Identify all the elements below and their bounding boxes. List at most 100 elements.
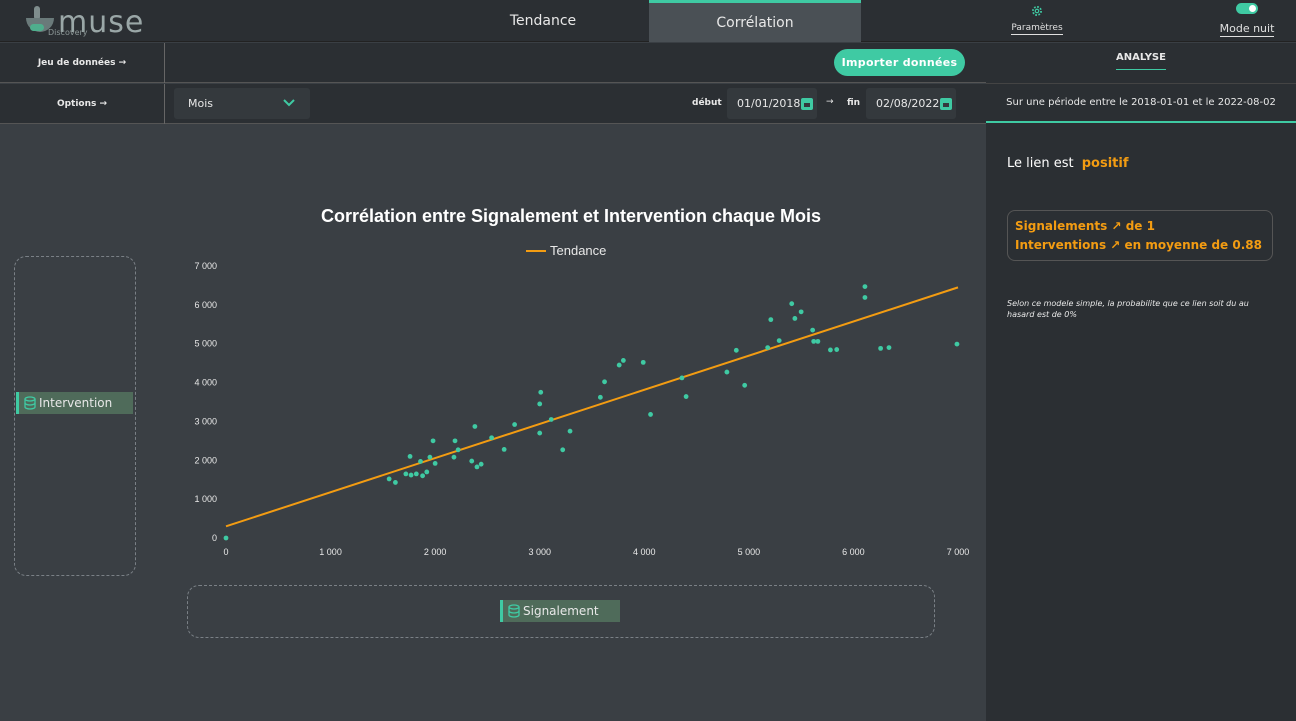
summary-line-interventions: Interventions ↗ en moyenne de 0.88	[1015, 238, 1262, 252]
y-axis-dropzone[interactable]	[14, 256, 136, 576]
data-point	[427, 454, 433, 460]
data-point	[810, 327, 816, 333]
data-points	[223, 284, 960, 541]
x-tick-label: 4 000	[633, 547, 656, 557]
data-point	[223, 535, 229, 541]
data-point	[862, 284, 868, 289]
y-tick-label: 1 000	[194, 494, 217, 504]
x-field-chip[interactable]: Signalement	[500, 600, 620, 622]
logo-icon	[20, 2, 60, 38]
y-tick-label: 4 000	[194, 378, 217, 388]
data-point	[815, 338, 821, 344]
database-icon	[508, 604, 520, 618]
dataset-row: Jeu de données → Importer données	[0, 43, 986, 83]
settings-button[interactable]: Paramètres	[1008, 4, 1066, 35]
data-point	[424, 469, 430, 475]
start-date-input[interactable]: 01/01/2018	[727, 88, 817, 119]
scatter-chart: Corrélation entre Signalement et Interve…	[194, 206, 969, 557]
analysis-summary: Signalements ↗ de 1 Interventions ↗ en m…	[1007, 210, 1273, 261]
legend-label-tendance: Tendance	[550, 243, 606, 258]
data-point	[386, 476, 392, 482]
settings-label: Paramètres	[1011, 23, 1063, 35]
tab-tendance[interactable]: Tendance	[509, 13, 577, 29]
data-point	[640, 359, 646, 365]
data-point	[828, 347, 833, 353]
data-point	[548, 417, 554, 422]
data-point	[537, 430, 543, 436]
analysis-panel: ANALYSE Sur une période entre le 2018-01…	[986, 43, 1296, 721]
trend-line	[225, 286, 959, 528]
data-point	[724, 369, 730, 375]
data-point	[489, 435, 495, 441]
import-data-button[interactable]: Importer données	[834, 49, 965, 76]
x-axis-ticks: 0 1 000 2 000 3 000 4 000 5 000 6 000 7 000	[223, 547, 969, 557]
y-axis-ticks: 0 1 000 2 000 3 000 4 000 5 000 6 000 7 000	[194, 261, 217, 543]
data-point	[478, 461, 484, 467]
x-tick-label: 3 000	[528, 547, 551, 557]
link-statement: Le lien est positif	[1007, 156, 1129, 171]
data-point	[452, 438, 458, 444]
data-point	[472, 424, 478, 429]
data-point	[768, 317, 774, 323]
data-point	[789, 301, 795, 307]
x-tick-label: 1 000	[319, 547, 342, 557]
x-tick-label: 7 000	[947, 547, 970, 557]
dataset-label[interactable]: Jeu de données →	[0, 43, 165, 83]
data-point	[455, 447, 461, 453]
data-point	[393, 480, 398, 485]
data-point	[954, 341, 960, 347]
data-point	[474, 464, 480, 470]
data-point	[432, 460, 438, 466]
x-tick-label: 5 000	[738, 547, 761, 557]
data-point	[798, 309, 804, 315]
period-select[interactable]: Mois	[174, 88, 310, 119]
data-point	[602, 379, 607, 385]
data-point	[512, 422, 518, 427]
data-point	[420, 473, 425, 479]
database-icon	[24, 396, 36, 410]
analysis-tab[interactable]: ANALYSE	[986, 43, 1296, 83]
data-point	[834, 347, 840, 352]
tab-correlation[interactable]: Corrélation	[649, 0, 861, 42]
start-date-label: début	[692, 98, 722, 108]
options-label[interactable]: Options →	[0, 84, 165, 124]
night-mode-toggle[interactable]: Mode nuit	[1216, 3, 1278, 37]
data-point	[501, 447, 507, 452]
link-value: positif	[1081, 156, 1129, 171]
data-point	[430, 438, 436, 444]
data-point	[403, 471, 409, 477]
probability-note: Selon ce modele simple, la probabilite q…	[1007, 299, 1249, 319]
x-tick-label: 2 000	[424, 547, 447, 557]
logo-text: muse	[58, 5, 145, 40]
data-point	[792, 316, 798, 321]
data-point	[776, 338, 782, 344]
logo[interactable]: muse	[20, 2, 144, 38]
x-field-label: Signalement	[523, 604, 599, 618]
end-date-input[interactable]: 02/08/2022	[866, 88, 956, 119]
toggle-switch[interactable]	[1236, 3, 1258, 14]
x-tick-label: 6 000	[842, 547, 865, 557]
calendar-icon[interactable]	[801, 98, 813, 110]
night-mode-label: Mode nuit	[1219, 22, 1275, 37]
y-field-chip[interactable]: Intervention	[16, 392, 133, 414]
tab-bar: Tendance Corrélation	[437, 0, 861, 42]
calendar-icon[interactable]	[940, 98, 952, 110]
data-point	[733, 347, 739, 353]
data-point	[862, 295, 868, 300]
y-tick-label: 7 000	[194, 261, 217, 271]
data-point	[742, 382, 748, 388]
options-row: Options → Mois début 01/01/2018 → fin 02…	[0, 84, 986, 124]
x-axis-dropzone[interactable]	[187, 585, 935, 638]
y-field-label: Intervention	[39, 396, 113, 410]
data-point	[560, 447, 566, 453]
data-point	[413, 471, 419, 477]
data-point	[469, 458, 475, 464]
data-point	[811, 338, 817, 344]
date-range-arrow: →	[826, 97, 834, 107]
chevron-down-icon	[283, 99, 295, 107]
end-date-label: fin	[847, 98, 861, 108]
gear-icon	[1032, 6, 1042, 16]
data-point	[620, 358, 626, 363]
y-tick-label: 0	[212, 533, 217, 543]
data-point	[765, 345, 771, 350]
